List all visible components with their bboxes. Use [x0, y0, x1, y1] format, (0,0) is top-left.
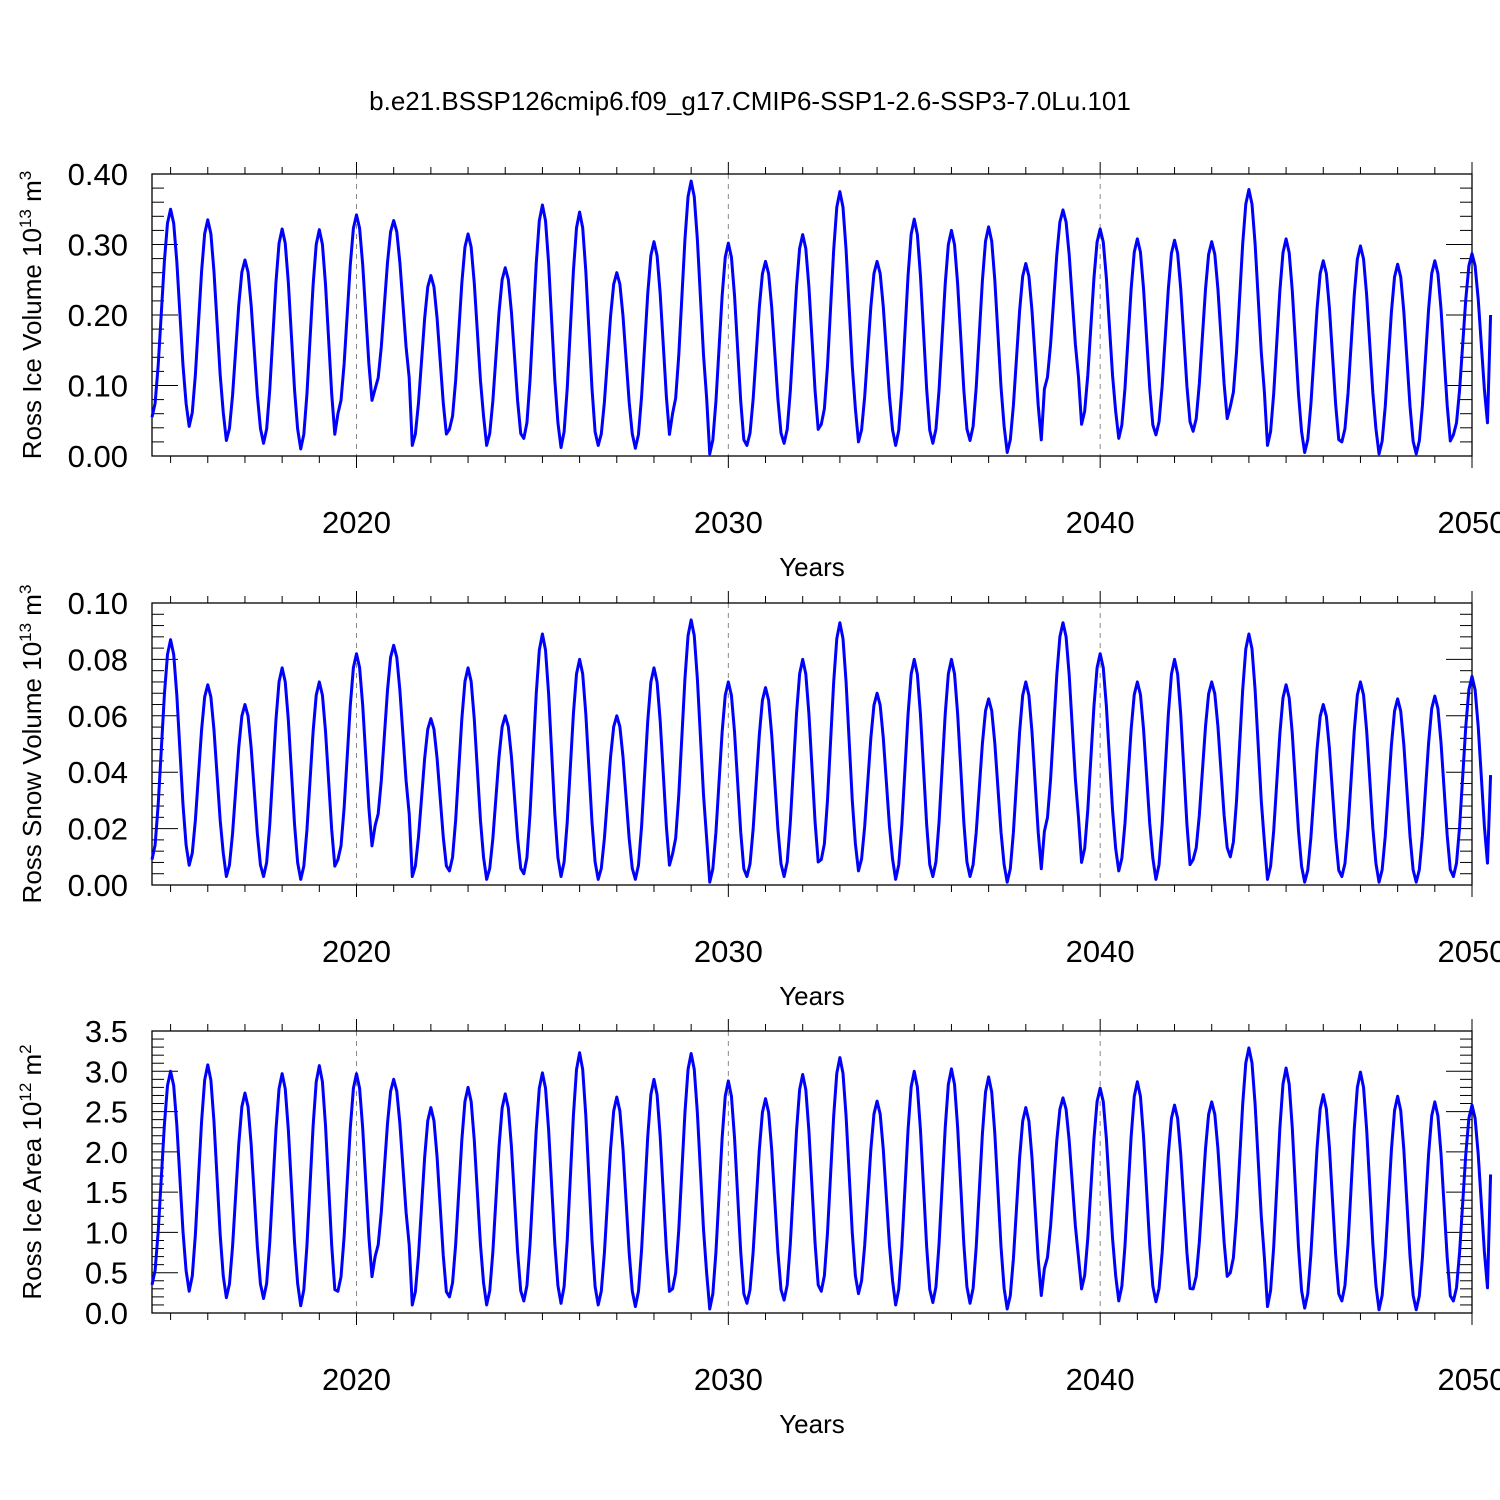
plot-frame	[151, 602, 1473, 886]
y-tick-label: 0.00	[68, 868, 128, 903]
x-tick-label: 2020	[322, 934, 391, 969]
y-tick-label: 0.00	[68, 439, 128, 474]
plot-frame	[151, 1030, 1473, 1314]
y-tick-label: 0.02	[68, 812, 128, 847]
y-tick-label: 0.06	[68, 699, 128, 734]
y-tick-label: 3.0	[85, 1054, 128, 1089]
x-axis-label: Years	[779, 981, 845, 1011]
y-tick-label: 0.08	[68, 642, 128, 677]
x-axis-label: Years	[779, 1409, 845, 1439]
y-tick-label: 0.04	[68, 755, 128, 790]
y-tick-label: 0.5	[85, 1256, 128, 1291]
panel-1: 2020 2030 2040 2050 0.00 0.10 0.20 0.30 0.40 Year…	[16, 157, 1500, 582]
x-tick-label: 2040	[1066, 934, 1135, 969]
x-tick-label: 2050	[1438, 934, 1500, 969]
y-tick-label: 0.30	[68, 228, 128, 263]
y-tick-label: 1.0	[85, 1215, 128, 1250]
y-axis-label: Ross Snow Volume 1013 m3	[16, 585, 47, 904]
x-tick-label: 2050	[1438, 505, 1500, 540]
y-tick-label: 0.40	[68, 157, 128, 192]
y-tick-label: 2.0	[85, 1135, 128, 1170]
y-axis-label: Ross Ice Area 1012 m2	[16, 1044, 47, 1299]
x-tick-label: 2040	[1066, 1362, 1135, 1397]
y-axis-label: Ross Ice Volume 1013 m3	[16, 171, 47, 460]
x-tick-label: 2050	[1438, 1362, 1500, 1397]
x-tick-label: 2020	[322, 1362, 391, 1397]
x-tick-label: 2030	[694, 934, 763, 969]
series-line	[150, 618, 1493, 884]
series-line	[150, 179, 1493, 456]
y-tick-label: 1.5	[85, 1175, 128, 1210]
chart-title: b.e21.BSSP126cmip6.f09_g17.CMIP6-SSP1-2.…	[369, 86, 1131, 116]
y-tick-label: 3.5	[85, 1014, 128, 1049]
x-tick-label: 2030	[694, 505, 763, 540]
y-tick-label: 0.10	[68, 586, 128, 621]
x-tick-label: 2020	[322, 505, 391, 540]
y-tick-label: 0.20	[68, 298, 128, 333]
x-tick-label: 2040	[1066, 505, 1135, 540]
x-axis-label: Years	[779, 552, 845, 582]
panel-3: 2020 2030 2040 2050 0.0 0.5 1.0 1.5 2.0 2.5 3.0 3.5…	[16, 1014, 1500, 1439]
panel-2: 2020 2030 2040 2050 0.00 0.02 0.04 0.06 0.08 0.10…	[16, 585, 1500, 1011]
x-tick-label: 2030	[694, 1362, 763, 1397]
y-tick-label: 0.10	[68, 369, 128, 404]
series-line	[150, 1046, 1493, 1312]
y-tick-label: 2.5	[85, 1095, 128, 1130]
y-tick-label: 0.0	[85, 1296, 128, 1331]
